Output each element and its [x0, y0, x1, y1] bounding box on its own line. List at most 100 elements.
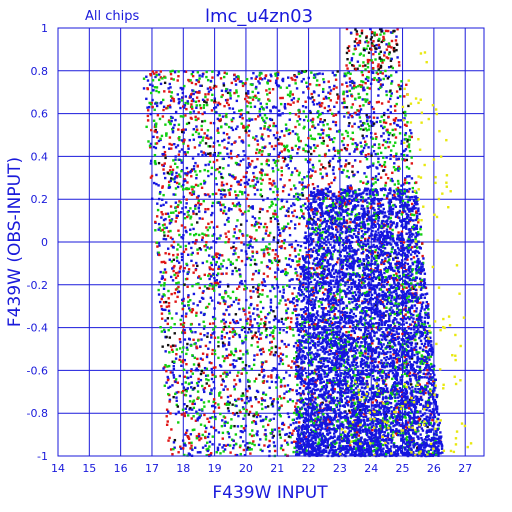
data-point [322, 142, 325, 145]
data-point [272, 215, 275, 218]
data-point [232, 176, 235, 179]
data-point [216, 252, 220, 256]
data-point [344, 343, 348, 346]
data-point [179, 355, 182, 358]
data-point [314, 287, 318, 290]
data-point [272, 310, 275, 313]
data-point [293, 209, 296, 212]
data-point [332, 140, 335, 144]
data-point [213, 375, 217, 378]
data-point [252, 420, 255, 423]
data-point [213, 97, 217, 100]
data-point [381, 126, 385, 130]
data-point [260, 135, 264, 139]
data-point [272, 367, 275, 370]
data-point [257, 400, 260, 404]
data-point [349, 184, 352, 187]
data-point [255, 85, 258, 89]
data-point [218, 254, 222, 257]
data-point [191, 241, 195, 244]
data-point [395, 272, 398, 275]
data-point [237, 302, 240, 305]
data-point [239, 349, 242, 353]
data-point [206, 134, 209, 137]
data-point [219, 208, 223, 211]
data-point [174, 412, 178, 416]
data-point [382, 132, 385, 135]
data-point [198, 233, 201, 237]
data-point [203, 245, 206, 248]
data-point [195, 128, 199, 132]
data-point [176, 248, 179, 251]
data-point [377, 160, 380, 164]
data-point [378, 86, 382, 90]
data-point [335, 278, 339, 281]
data-point [286, 441, 289, 444]
data-point [235, 75, 238, 79]
data-point [267, 375, 270, 378]
data-point [324, 306, 327, 310]
data-point [311, 163, 315, 167]
data-point [165, 134, 168, 137]
data-point [259, 300, 262, 304]
data-point [289, 423, 292, 427]
data-point [355, 147, 359, 151]
data-point [337, 194, 341, 197]
data-point [393, 193, 396, 197]
data-point [275, 283, 279, 287]
data-point [172, 78, 175, 81]
data-point [157, 222, 161, 226]
data-point [215, 281, 219, 285]
data-point [249, 263, 252, 267]
data-point [362, 128, 365, 131]
data-point [364, 153, 367, 157]
data-point [294, 167, 297, 170]
data-point [255, 222, 259, 226]
data-point [190, 246, 193, 250]
data-point [359, 293, 362, 296]
data-point [210, 333, 213, 337]
data-point [175, 271, 178, 275]
data-point [241, 232, 244, 236]
data-point [184, 388, 187, 392]
data-point [297, 139, 301, 143]
data-point [321, 291, 325, 295]
data-point [214, 429, 218, 432]
data-point [346, 94, 349, 98]
data-point [167, 297, 170, 300]
data-point [359, 180, 362, 183]
data-point [321, 231, 325, 234]
data-point [212, 331, 216, 334]
data-point [230, 246, 233, 250]
data-point [390, 92, 393, 95]
data-point [271, 183, 274, 187]
data-point [183, 103, 187, 107]
data-point [154, 130, 157, 133]
data-point [151, 84, 154, 87]
data-point [258, 210, 262, 214]
data-point [338, 253, 342, 256]
data-point [178, 200, 181, 203]
data-point [316, 426, 320, 430]
data-point [263, 444, 266, 447]
data-point [213, 307, 216, 310]
data-point [375, 120, 378, 124]
data-point [270, 331, 273, 334]
data-point [301, 215, 304, 218]
data-point [246, 182, 250, 186]
data-point [415, 231, 418, 235]
data-point [254, 377, 258, 380]
data-point [304, 309, 307, 313]
data-point [306, 352, 309, 355]
data-point [208, 195, 211, 198]
data-point [381, 300, 384, 304]
data-point [229, 97, 232, 100]
data-point [208, 341, 212, 344]
data-point [183, 375, 186, 378]
data-point [272, 337, 276, 340]
data-point [195, 367, 198, 370]
data-point [290, 245, 294, 249]
data-point [268, 87, 271, 91]
data-point [284, 318, 287, 321]
data-point [184, 179, 187, 182]
